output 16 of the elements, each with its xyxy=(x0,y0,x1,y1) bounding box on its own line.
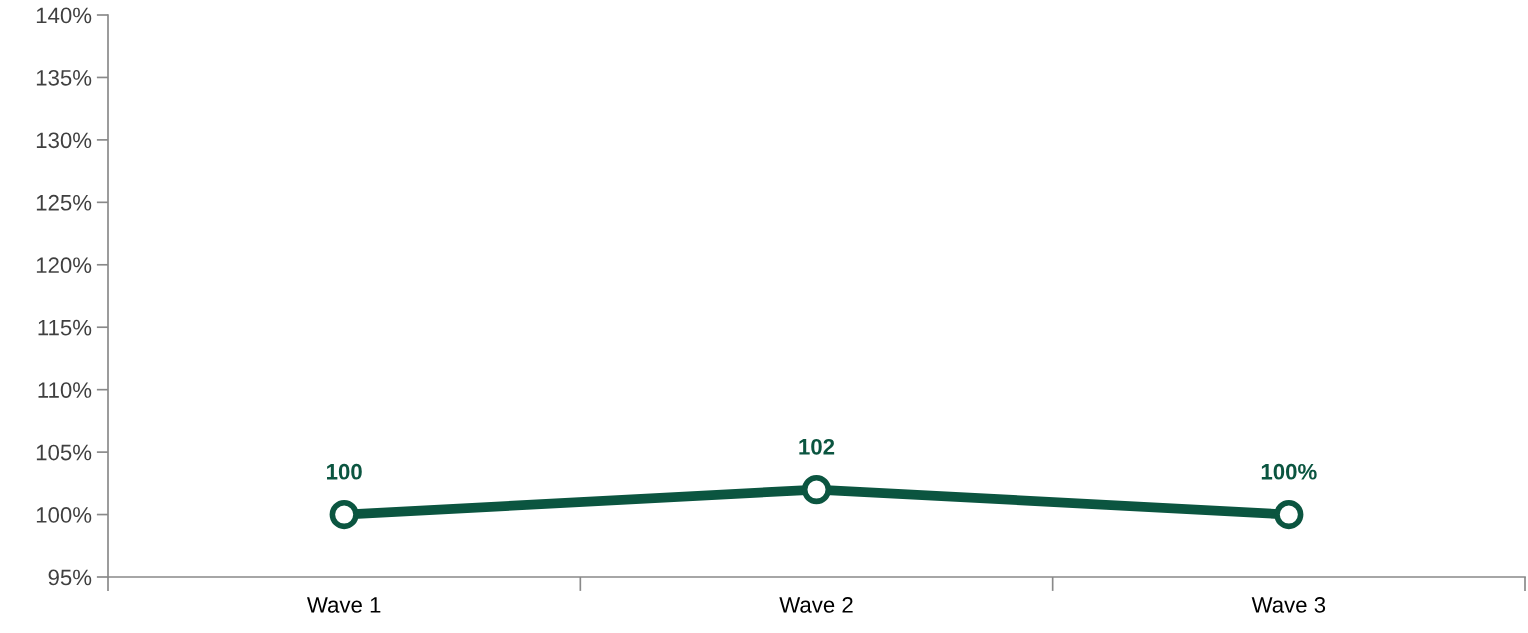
y-tick-label: 135% xyxy=(36,69,92,86)
y-tick-label: 105% xyxy=(36,444,92,461)
x-tick-label: Wave 3 xyxy=(1251,597,1326,613)
data-label: 100 xyxy=(327,463,362,480)
data-label: 100% xyxy=(1261,463,1317,480)
y-tick-label: 115% xyxy=(38,319,92,336)
y-tick-label: 120% xyxy=(36,257,92,274)
y-tick-label: 95% xyxy=(48,569,92,586)
y-tick-label: 125% xyxy=(36,194,92,211)
x-tick-label: Wave 1 xyxy=(307,597,381,613)
y-tick-label: 130% xyxy=(36,132,92,149)
data-label: 102 xyxy=(799,438,835,455)
y-tick-label: 110% xyxy=(38,382,92,398)
y-tick-label: 100% xyxy=(36,507,92,523)
x-tick-label: Wave 2 xyxy=(779,597,853,613)
y-tick-label: 140% xyxy=(36,7,92,24)
